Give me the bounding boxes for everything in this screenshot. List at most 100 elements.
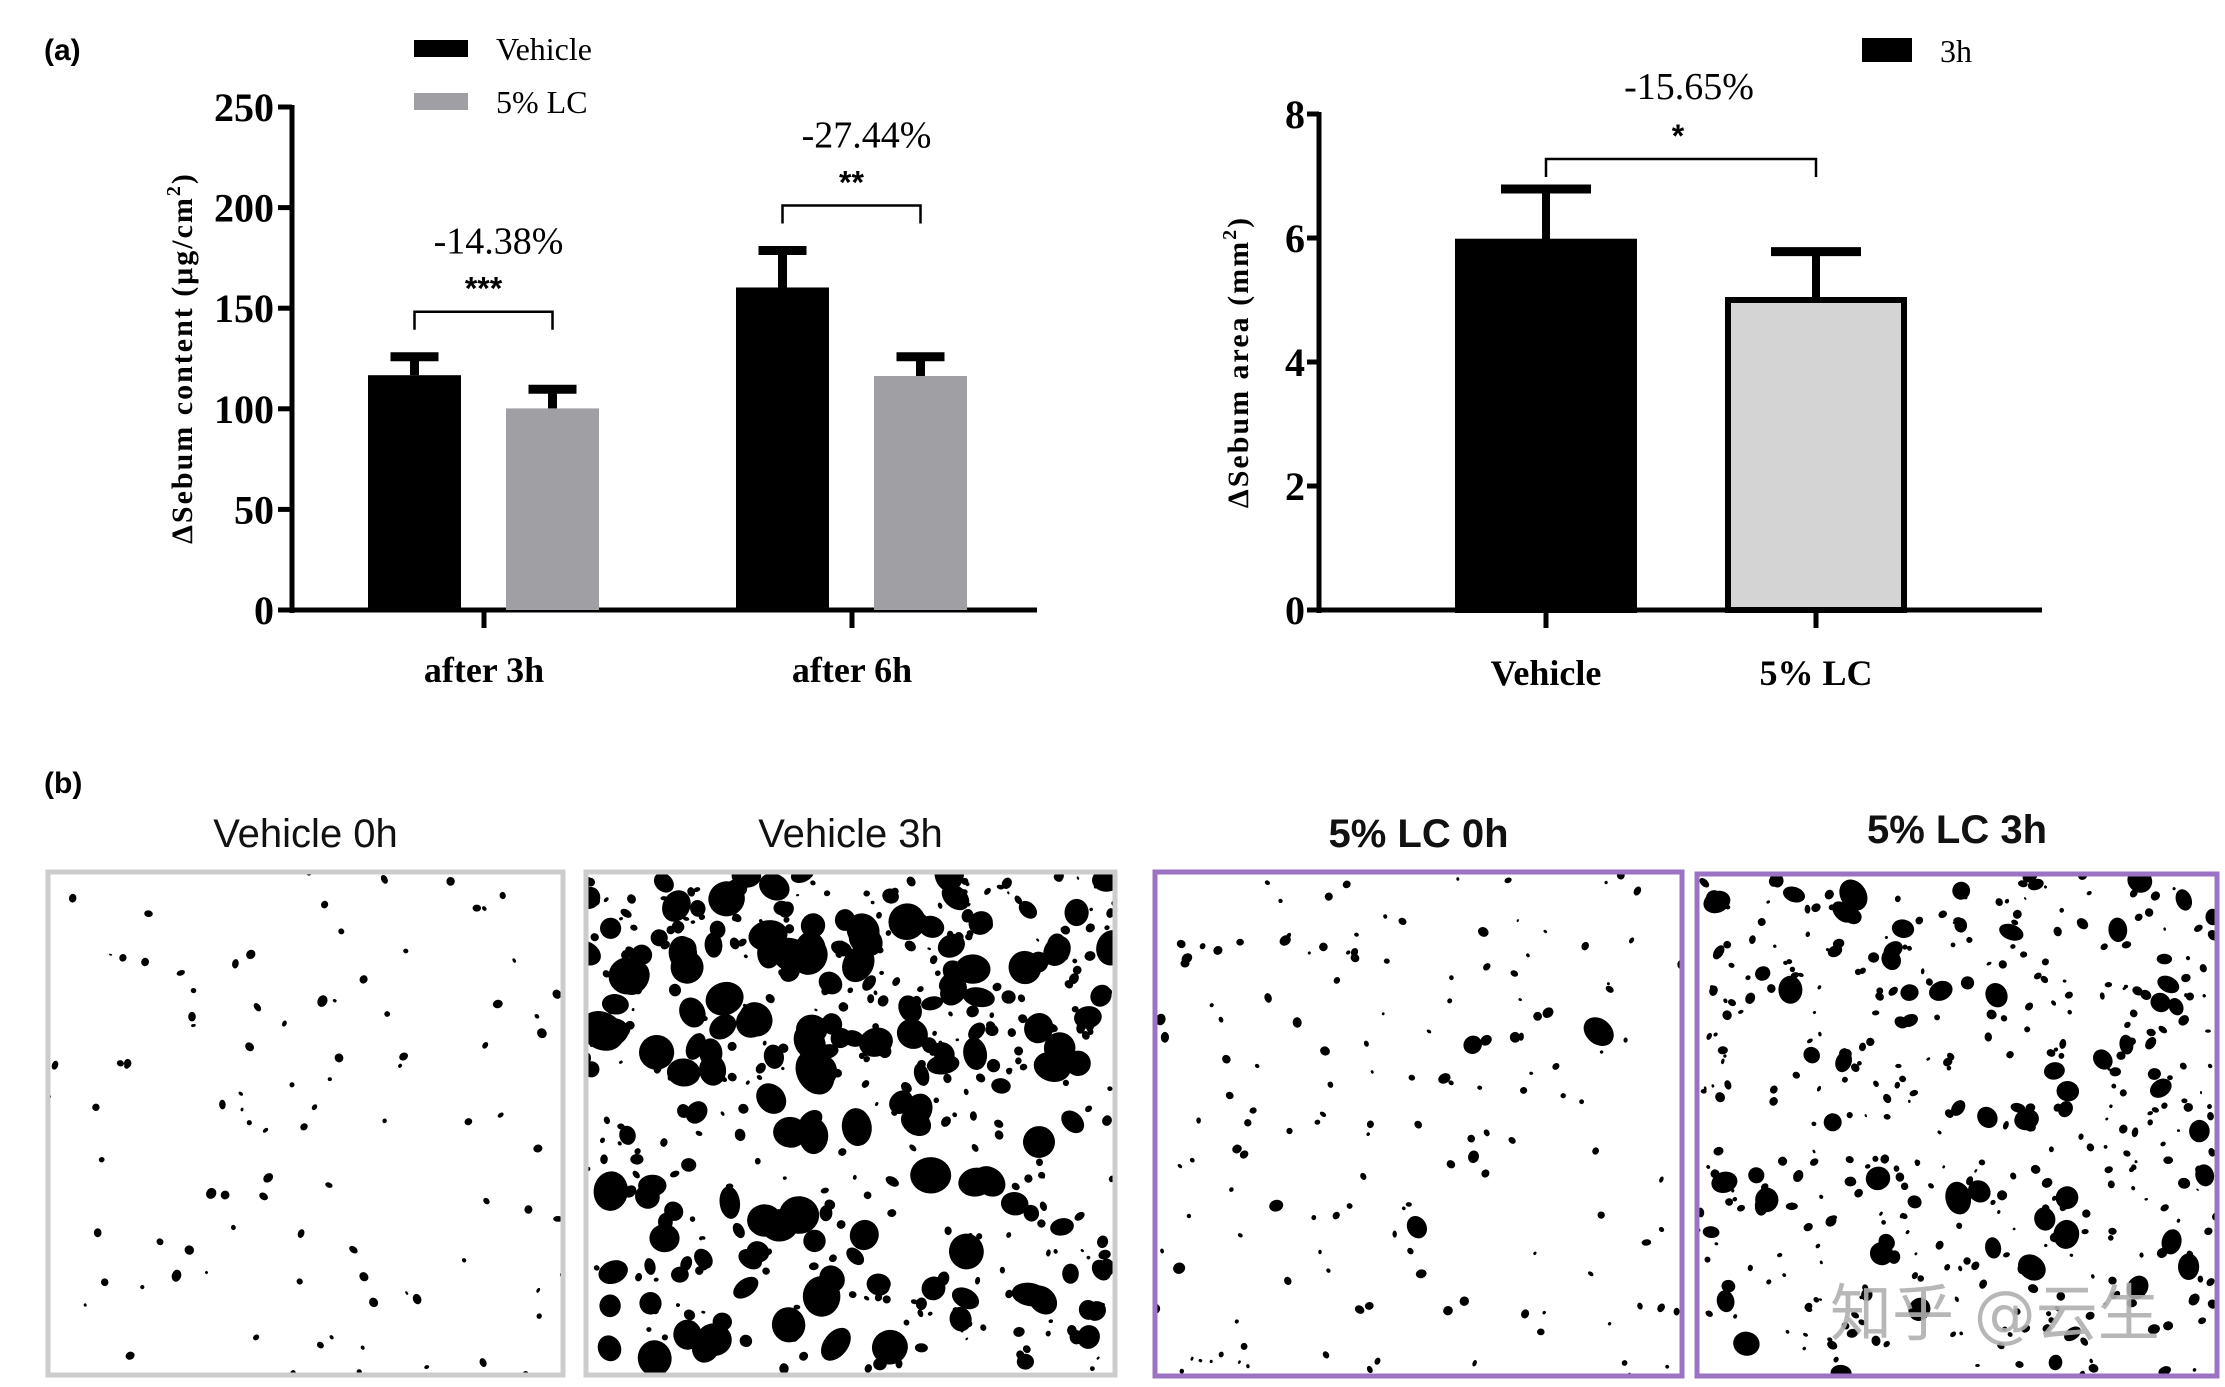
sebum-spot — [1999, 923, 2024, 941]
sebum-spot — [1236, 938, 1244, 946]
sebum-spot — [1407, 1247, 1414, 1255]
sebum-spot — [658, 1213, 673, 1231]
sebum-spot — [599, 1294, 621, 1318]
sebum-spot — [2151, 1107, 2160, 1113]
sebum-spot — [2034, 1207, 2056, 1231]
legend-label-3h: 3h — [1940, 33, 1972, 69]
sebum-spot — [611, 1039, 618, 1048]
sebum-spot — [1715, 1092, 1726, 1103]
sebum-spot — [1819, 1194, 1824, 1199]
x-tick-label: 5% LC — [1759, 653, 1872, 693]
sebum-spot — [93, 1228, 102, 1238]
sebum-spot — [666, 925, 676, 935]
sebum-spot — [828, 1254, 837, 1263]
sebum-spot — [738, 1249, 762, 1270]
sebum-spot — [870, 900, 875, 905]
sebum-spot — [1951, 1100, 1966, 1116]
sebum-spot — [779, 1363, 789, 1374]
sebum-spot — [733, 1276, 759, 1299]
bar-vehicle — [1455, 238, 1637, 613]
sebum-spot — [2103, 1302, 2107, 1306]
sebum-spot — [1956, 1222, 1963, 1229]
sebum-spot — [2150, 891, 2160, 901]
sebum-spot — [1845, 1156, 1854, 1164]
sebum-spot — [1278, 898, 1283, 904]
sebum-spot — [2064, 991, 2073, 999]
sebum-spot — [914, 1343, 928, 1353]
sebum-spot — [297, 1229, 305, 1238]
sebum-spot — [820, 1187, 829, 1194]
sebum-spot — [1477, 926, 1489, 937]
sebum-spot — [1218, 1016, 1224, 1023]
sebum-spot — [1979, 1279, 1988, 1289]
sebum-spot — [2160, 1204, 2169, 1212]
sebum-spot — [1902, 944, 1908, 950]
sebum-spot — [593, 1171, 629, 1211]
sebum-spot — [2018, 1254, 2046, 1281]
sebum-spot — [1028, 951, 1049, 973]
sebum-spot — [1899, 1075, 1907, 1083]
sebum-spot — [670, 950, 704, 984]
sebum-spot — [1997, 1342, 2005, 1350]
sebum-spot — [2199, 1091, 2203, 1095]
sebum-spot — [1526, 953, 1530, 958]
sebum-spot — [679, 997, 706, 1028]
sebum-spot — [2168, 998, 2184, 1016]
y-tick-label: 200 — [214, 186, 274, 231]
sebum-spot — [709, 1014, 737, 1040]
sebum-spot — [903, 1093, 933, 1127]
sebum-spot — [2147, 1119, 2153, 1126]
sebum-spot — [405, 1291, 409, 1295]
sebum-spot — [1006, 1068, 1013, 1075]
sebum-spot — [1508, 1136, 1516, 1144]
sebum-spot — [1053, 1249, 1058, 1254]
sebum-spot — [2147, 1324, 2160, 1335]
sebum-spot — [1179, 1368, 1185, 1374]
sebum-spot — [2119, 1089, 2127, 1097]
sebum-spot — [649, 1224, 680, 1253]
sebum-spot — [836, 1220, 846, 1229]
sebum-spot — [1700, 1088, 1707, 1094]
sebum-spot — [1085, 923, 1095, 933]
sebum-spot — [190, 987, 197, 994]
sebum-spot — [2086, 890, 2092, 896]
sebum-spot — [2011, 919, 2019, 926]
sebum-spot — [2132, 986, 2143, 996]
sebum-spot — [2139, 1252, 2144, 1258]
sebum-spot — [867, 1273, 891, 1294]
sebum-spot — [1937, 1130, 1942, 1135]
sebum-spot — [2149, 1078, 2172, 1098]
sebum-spot — [1878, 1233, 1895, 1251]
sebum-spot — [1841, 1076, 1848, 1083]
sebum-spot — [863, 1191, 872, 1200]
sebum-spot — [359, 1272, 369, 1282]
sebum-spot — [1406, 1216, 1428, 1239]
sebum-spot — [937, 1271, 950, 1287]
sebum-spot — [773, 900, 791, 916]
sebum-spot — [671, 940, 687, 957]
sebum-spot — [1944, 1109, 1954, 1118]
sebum-spot — [1658, 1226, 1665, 1233]
sebum-spot — [1028, 1127, 1040, 1144]
sebum-spot — [1777, 1252, 1783, 1258]
sebum-spot — [929, 955, 938, 965]
sebum-spot — [1985, 983, 2008, 1008]
sebum-spot — [1894, 1081, 1901, 1089]
sebum-spot — [846, 1247, 865, 1266]
sebum-spot — [1516, 919, 1519, 923]
sebum-spot — [1090, 1366, 1095, 1371]
sebum-spot — [695, 1130, 703, 1136]
sebum-spot — [1905, 1230, 1910, 1235]
sebum-spot — [994, 1130, 1004, 1140]
legend-swatch-vehicle — [414, 40, 468, 57]
sebum-spot — [1363, 1040, 1369, 1047]
sebum-spot — [1360, 1172, 1367, 1180]
sebum-spot — [1599, 1050, 1604, 1054]
sebum-spot — [1366, 1132, 1371, 1136]
sebum-spot — [1883, 1093, 1892, 1104]
sebum-spot — [2107, 1068, 2111, 1071]
sebum-spot — [536, 1287, 541, 1293]
sebum-spot — [2053, 1047, 2059, 1052]
sebum-spot — [615, 1028, 620, 1034]
sebum-spot — [2108, 1227, 2117, 1235]
